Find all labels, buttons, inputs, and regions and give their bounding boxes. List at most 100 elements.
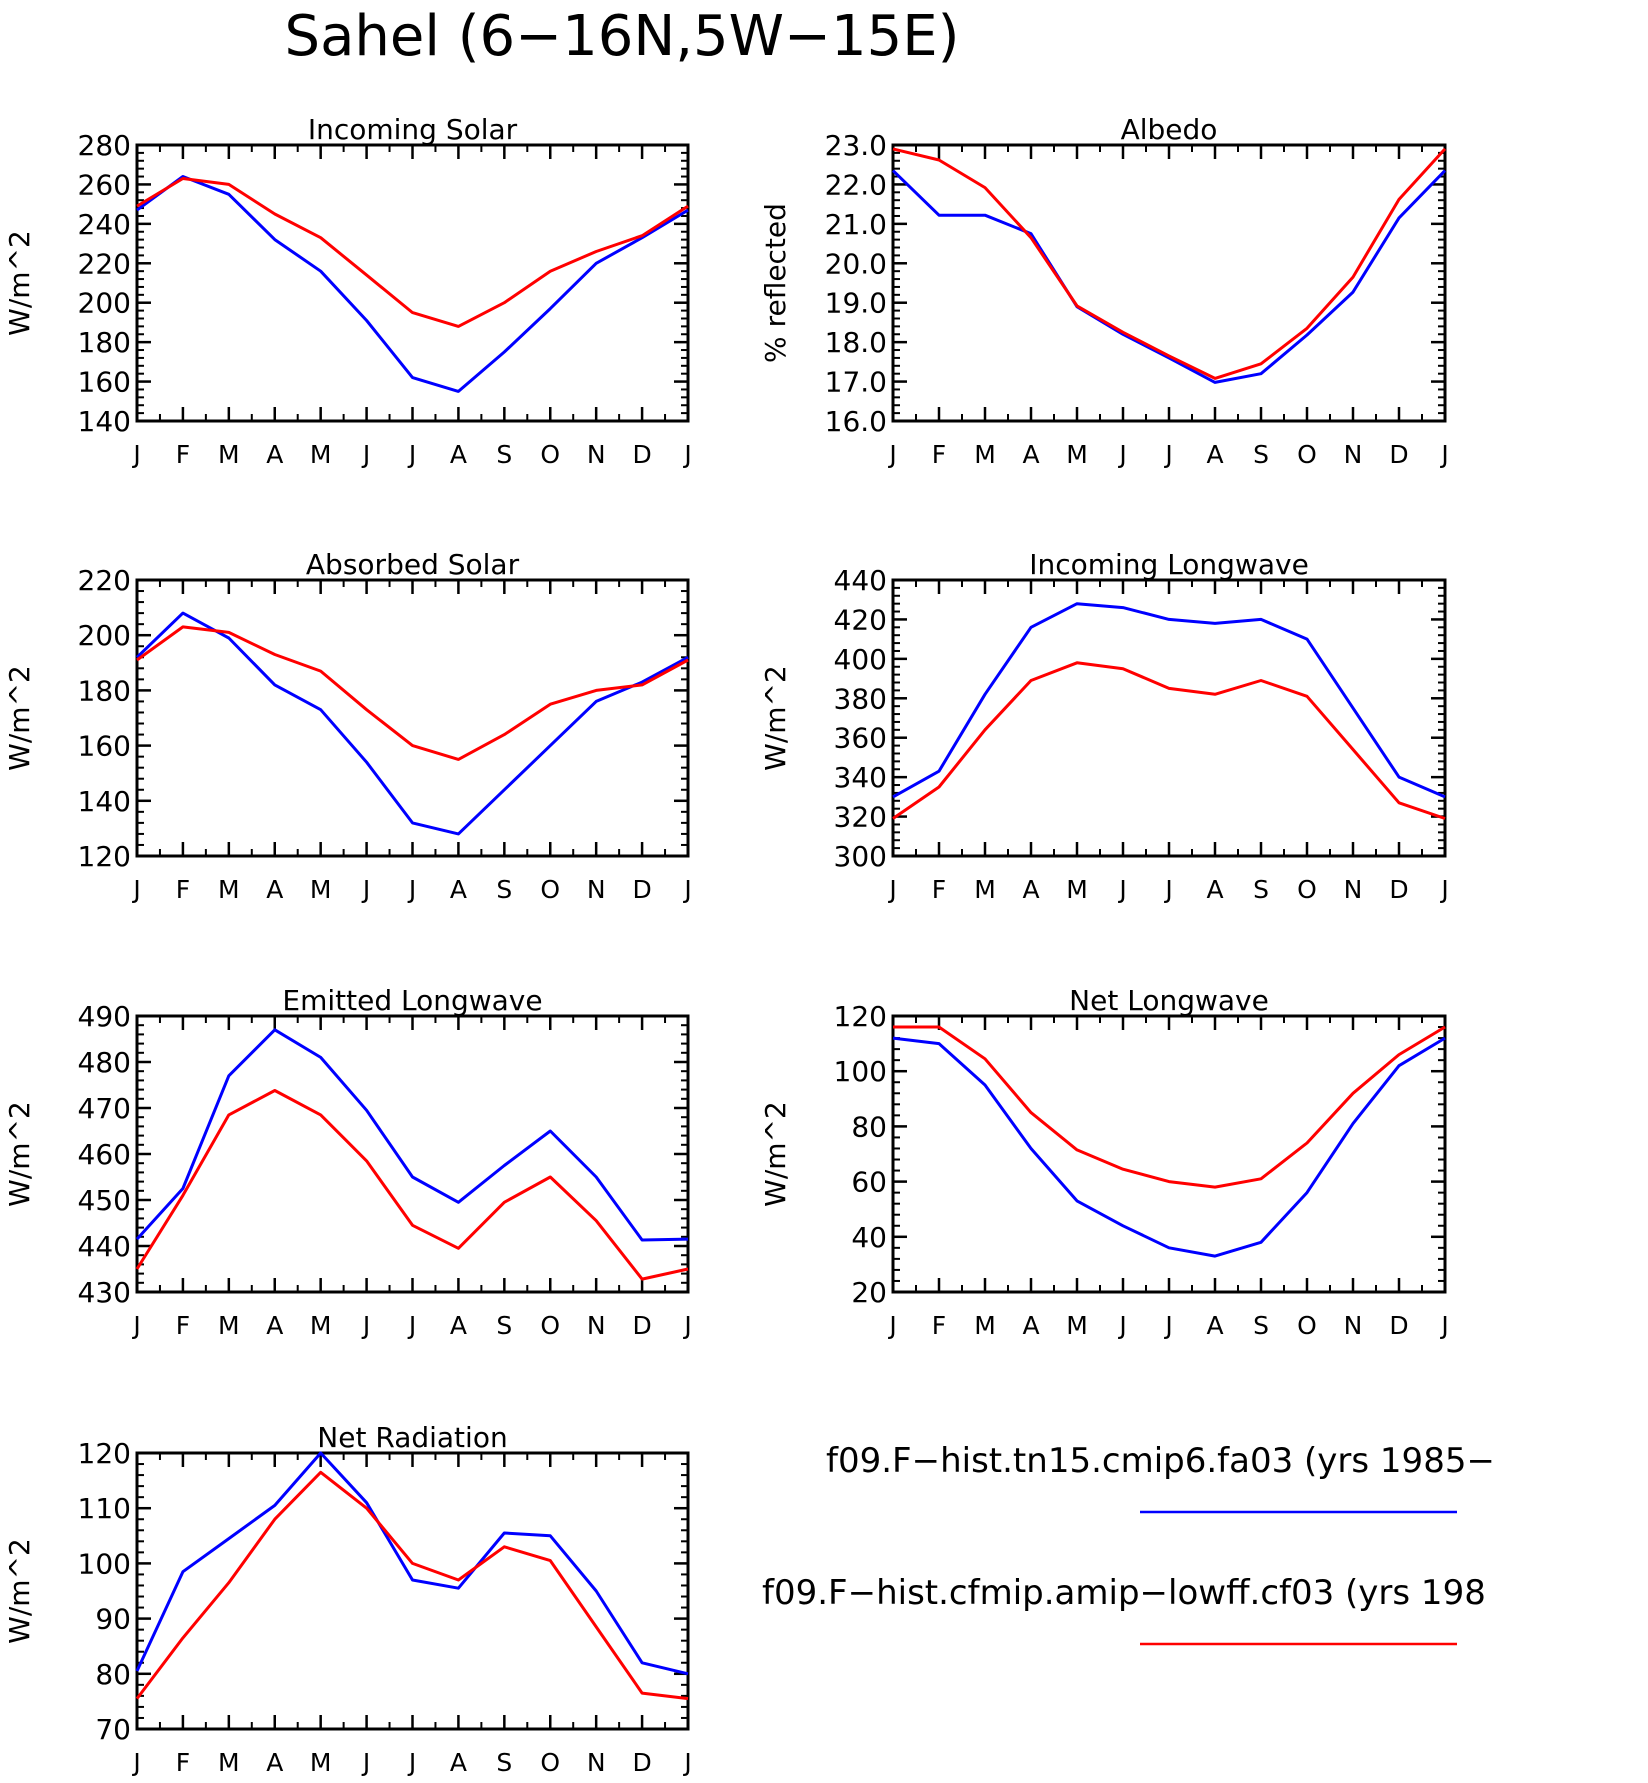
x-tick-label: M: [218, 1311, 240, 1340]
y-tick-label: 300: [834, 840, 887, 873]
x-tick-label: F: [176, 875, 190, 904]
x-tick-label: M: [1066, 1311, 1088, 1340]
x-tick-label: J: [131, 1311, 140, 1340]
y-tick-label: 360: [834, 722, 887, 755]
x-tick-label: F: [176, 1748, 190, 1777]
x-tick-label: J: [1163, 875, 1172, 904]
x-tick-label: A: [266, 440, 283, 469]
x-tick-label: S: [496, 440, 512, 469]
y-tick-label: 16.0: [825, 405, 887, 438]
plot-frame: [135, 1451, 690, 1731]
y-tick-label: 17.0: [825, 366, 887, 399]
y-tick-label: 19.0: [825, 287, 887, 320]
x-tick-label: A: [450, 1311, 467, 1340]
x-tick-label: N: [1344, 1311, 1363, 1340]
series-line-2: [892, 147, 1447, 380]
series-line-2: [135, 1470, 689, 1701]
plot-frame: [891, 1014, 1447, 1294]
y-tick-label: 340: [834, 761, 887, 794]
x-tick-label: J: [887, 875, 896, 904]
y-tick-label: 70: [95, 1713, 131, 1746]
series-line-1: [135, 1028, 689, 1242]
x-tick-label: J: [887, 440, 896, 469]
panel-title: Incoming Solar: [308, 113, 518, 146]
x-tick-label: N: [587, 1311, 606, 1340]
panel-title: Net Longwave: [1069, 984, 1269, 1017]
series-line-2: [893, 1025, 1446, 1189]
x-tick-label: J: [361, 1748, 370, 1777]
y-tick-label: 470: [78, 1092, 131, 1125]
y-tick-label: 20.0: [825, 247, 887, 280]
y-tick-label: 200: [78, 619, 131, 652]
y-tick-label: 40: [851, 1221, 887, 1254]
x-tick-label: S: [496, 1748, 512, 1777]
panel-title: Absorbed Solar: [306, 548, 520, 581]
x-tick-label: D: [1389, 1311, 1408, 1340]
x-tick-label: S: [1253, 1311, 1269, 1340]
x-tick-label: O: [540, 1748, 560, 1777]
legend: f09.F−hist.tn15.cmip6.fa03 (yrs 1985− f0…: [762, 1441, 1495, 1646]
y-tick-label: 80: [851, 1110, 887, 1143]
x-tick-label: M: [218, 1748, 240, 1777]
x-tick-label: N: [1344, 440, 1363, 469]
x-tick-label: S: [1253, 440, 1269, 469]
x-tick-label: D: [632, 1748, 651, 1777]
series-line-1: [135, 611, 689, 836]
series-line-1: [892, 602, 1446, 799]
y-tick-label: 160: [78, 366, 131, 399]
y-tick-label: 220: [78, 247, 131, 280]
x-tick-label: J: [1117, 440, 1126, 469]
x-tick-label: D: [1389, 875, 1408, 904]
y-tick-label: 430: [78, 1276, 131, 1309]
series-line-1: [891, 169, 1447, 384]
x-tick-label: S: [496, 875, 512, 904]
y-tick-label: 180: [78, 326, 131, 359]
series-line-1: [135, 1451, 689, 1676]
y-axis-label: W/m^2: [3, 1101, 36, 1207]
x-tick-label: M: [310, 875, 332, 904]
x-tick-label: F: [176, 1311, 190, 1340]
x-tick-label: A: [1022, 1311, 1039, 1340]
x-tick-label: J: [682, 1311, 691, 1340]
y-tick-label: 100: [834, 1055, 887, 1088]
y-tick-label: 440: [78, 1230, 131, 1263]
y-tick-label: 140: [78, 405, 131, 438]
x-tick-label: J: [1163, 440, 1172, 469]
x-tick-label: O: [540, 875, 560, 904]
y-tick-label: 180: [78, 674, 131, 707]
panel-title: Emitted Longwave: [282, 984, 542, 1017]
x-tick-label: M: [310, 1748, 332, 1777]
x-tick-label: J: [1439, 440, 1448, 469]
x-tick-label: J: [407, 440, 416, 469]
legend-entry-2-label: f09.F−hist.cfmip.amip−lowff.cf03 (yrs 19…: [762, 1573, 1486, 1613]
x-tick-label: A: [266, 1311, 283, 1340]
x-tick-label: O: [1297, 875, 1317, 904]
x-tick-label: F: [176, 440, 190, 469]
x-tick-label: O: [540, 1311, 560, 1340]
x-tick-label: A: [266, 875, 283, 904]
x-tick-label: A: [450, 1748, 467, 1777]
x-tick-label: A: [1206, 1311, 1223, 1340]
x-tick-label: D: [632, 440, 651, 469]
x-tick-label: D: [1389, 440, 1408, 469]
x-tick-label: J: [1163, 1311, 1172, 1340]
x-tick-label: J: [361, 440, 370, 469]
x-tick-label: J: [682, 875, 691, 904]
y-tick-label: 240: [78, 208, 131, 241]
y-tick-label: 450: [78, 1184, 131, 1217]
y-axis-label: W/m^2: [3, 230, 36, 336]
x-tick-label: M: [310, 1311, 332, 1340]
y-tick-label: 18.0: [825, 326, 887, 359]
y-tick-label: 480: [78, 1046, 131, 1079]
chart-albedo: J F M A M J J A S O N D J16.017.018.019.020.021.022.…: [759, 113, 1449, 469]
x-tick-label: M: [218, 440, 240, 469]
x-tick-label: M: [974, 440, 996, 469]
series-line-2: [136, 177, 689, 328]
y-tick-label: 460: [78, 1138, 131, 1171]
plot-frame: [135, 1014, 690, 1294]
